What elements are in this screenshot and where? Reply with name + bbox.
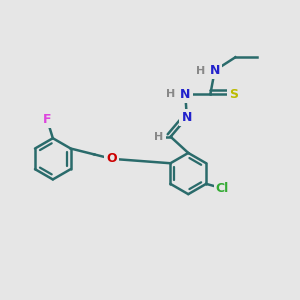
Text: N: N: [182, 111, 192, 124]
Text: F: F: [43, 112, 51, 126]
Text: N: N: [180, 88, 190, 100]
Text: O: O: [106, 152, 117, 165]
Text: H: H: [196, 65, 205, 76]
Text: S: S: [230, 88, 238, 100]
Text: N: N: [210, 64, 220, 77]
Text: H: H: [166, 89, 175, 99]
Text: H: H: [154, 132, 164, 142]
Text: Cl: Cl: [216, 182, 229, 195]
